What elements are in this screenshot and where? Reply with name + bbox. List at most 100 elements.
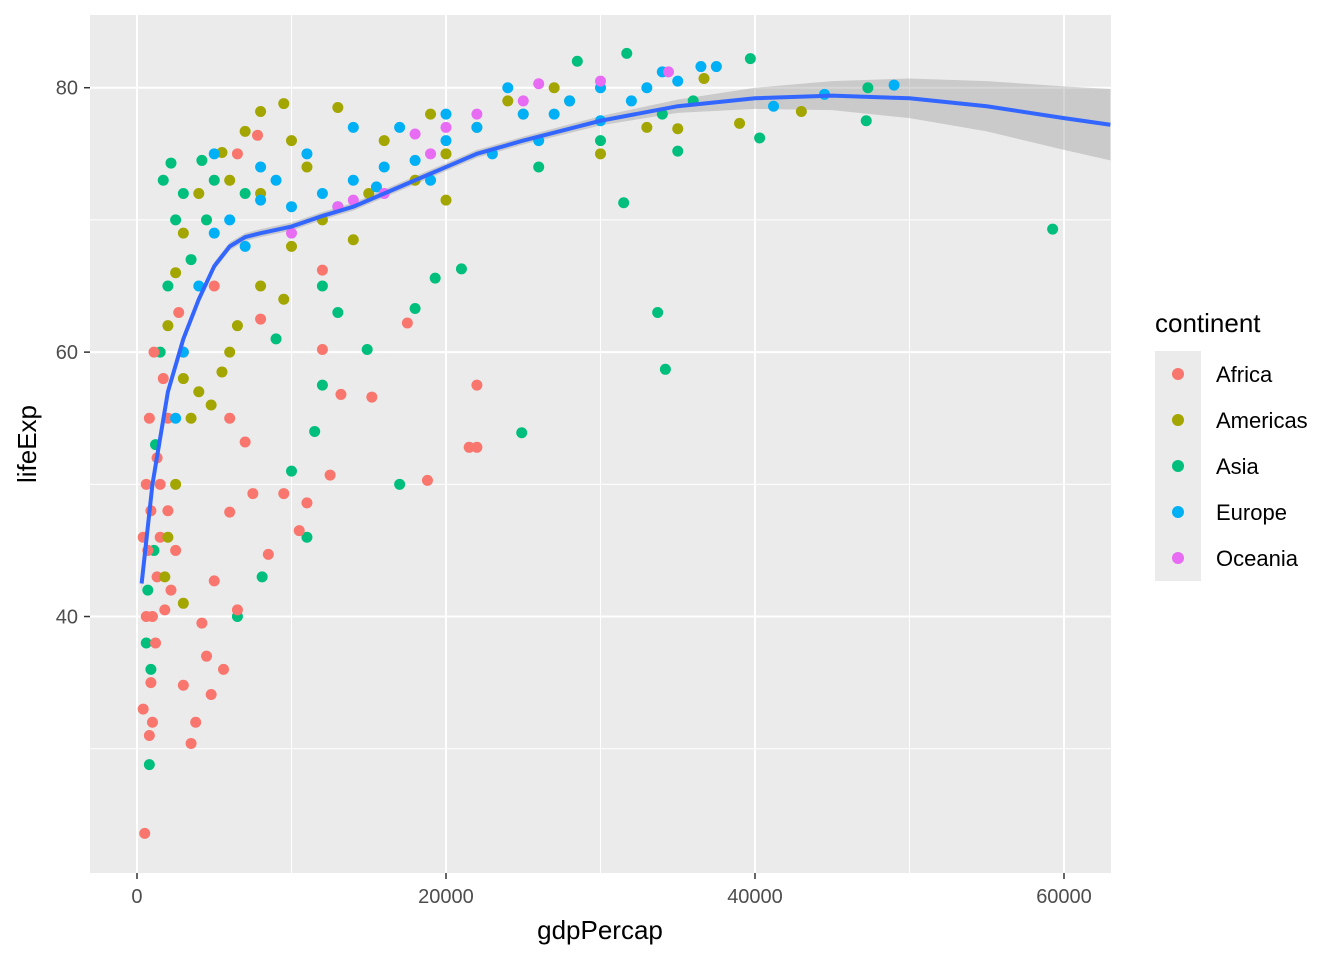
x-tick-label: 0	[131, 886, 142, 908]
data-point-asia	[185, 254, 197, 266]
data-point-africa	[185, 737, 197, 749]
data-point-africa	[463, 441, 475, 453]
data-point-africa	[208, 280, 220, 292]
data-point-europe	[347, 121, 359, 133]
data-point-europe	[316, 187, 328, 199]
data-point-europe	[301, 148, 313, 160]
data-point-americas	[278, 293, 290, 305]
legend-title: continent	[1155, 308, 1261, 338]
data-point-africa	[154, 478, 166, 490]
data-point-asia	[143, 759, 155, 771]
data-point-asia	[361, 343, 373, 355]
data-point-americas	[285, 135, 297, 147]
data-point-asia	[409, 302, 421, 314]
data-point-americas	[177, 373, 189, 385]
data-point-africa	[137, 703, 149, 715]
data-point-europe	[440, 108, 452, 120]
data-point-europe	[208, 227, 220, 239]
data-point-europe	[710, 61, 722, 73]
data-point-oceania	[425, 148, 437, 160]
data-point-africa	[401, 317, 413, 329]
data-point-americas	[332, 102, 344, 114]
data-point-oceania	[517, 95, 529, 107]
data-point-asia	[618, 197, 630, 209]
data-point-africa	[224, 412, 236, 424]
data-point-asia	[516, 427, 528, 439]
data-point-africa	[335, 388, 347, 400]
data-point-asia	[316, 379, 328, 391]
data-point-europe	[888, 79, 900, 91]
data-point-americas	[170, 478, 182, 490]
data-point-americas	[231, 320, 243, 332]
data-point-asia	[165, 157, 177, 169]
data-point-asia	[652, 306, 664, 318]
data-point-asia	[157, 174, 169, 186]
data-point-europe	[394, 121, 406, 133]
data-point-asia	[140, 637, 152, 649]
data-point-europe	[625, 95, 637, 107]
data-point-europe	[672, 75, 684, 87]
data-point-africa	[162, 505, 174, 517]
data-point-asia	[621, 47, 633, 59]
legend-key-europe	[1172, 506, 1184, 518]
legend-key-americas	[1172, 414, 1184, 426]
data-point-africa	[224, 506, 236, 518]
data-point-asia	[316, 280, 328, 292]
data-point-africa	[173, 306, 185, 318]
data-point-americas	[440, 194, 452, 206]
data-point-americas	[641, 121, 653, 133]
data-point-asia	[754, 132, 766, 144]
data-point-americas	[205, 399, 217, 411]
data-point-americas	[193, 386, 205, 398]
data-point-asia	[239, 187, 251, 199]
data-point-americas	[278, 98, 290, 110]
data-point-africa	[293, 525, 305, 537]
data-point-americas	[440, 148, 452, 160]
data-point-europe	[471, 121, 483, 133]
data-point-asia	[145, 663, 157, 675]
data-point-oceania	[662, 66, 674, 78]
x-tick-label: 20000	[418, 886, 474, 908]
axes: 0 20000 40000 60000 40 60 80	[56, 78, 1092, 908]
data-point-asia	[256, 571, 268, 583]
data-point-africa	[366, 391, 378, 403]
data-point-africa	[471, 379, 483, 391]
data-point-americas	[255, 280, 267, 292]
data-point-europe	[170, 412, 182, 424]
legend-key-asia	[1172, 460, 1184, 472]
data-point-africa	[159, 604, 171, 616]
data-point-americas	[193, 187, 205, 199]
data-point-asia	[177, 187, 189, 199]
data-point-asia	[394, 478, 406, 490]
data-point-africa	[247, 488, 259, 500]
legend-key-oceania	[1172, 552, 1184, 564]
data-point-americas	[162, 531, 174, 543]
data-point-asia	[672, 145, 684, 157]
data-point-americas	[177, 597, 189, 609]
data-point-americas	[224, 346, 236, 358]
data-point-americas	[170, 267, 182, 279]
data-point-asia	[201, 214, 213, 226]
data-point-oceania	[285, 227, 297, 239]
smooth-line	[139, 93, 1111, 584]
data-point-europe	[548, 108, 560, 120]
data-point-africa	[157, 373, 169, 385]
y-tick-label: 60	[56, 342, 78, 364]
data-point-europe	[285, 201, 297, 213]
data-point-europe	[255, 194, 267, 206]
data-point-africa	[177, 679, 189, 691]
data-point-europe	[347, 174, 359, 186]
data-point-asia	[455, 263, 467, 275]
data-point-americas	[502, 95, 514, 107]
data-point-africa	[231, 148, 243, 160]
data-point-africa	[316, 343, 328, 355]
data-point-oceania	[595, 75, 606, 87]
data-point-americas	[425, 108, 437, 120]
data-point-africa	[190, 716, 202, 728]
data-point-africa	[208, 575, 220, 587]
data-point-asia	[208, 174, 220, 186]
data-point-africa	[148, 346, 160, 358]
data-point-americas	[301, 161, 313, 173]
data-point-oceania	[533, 78, 545, 90]
